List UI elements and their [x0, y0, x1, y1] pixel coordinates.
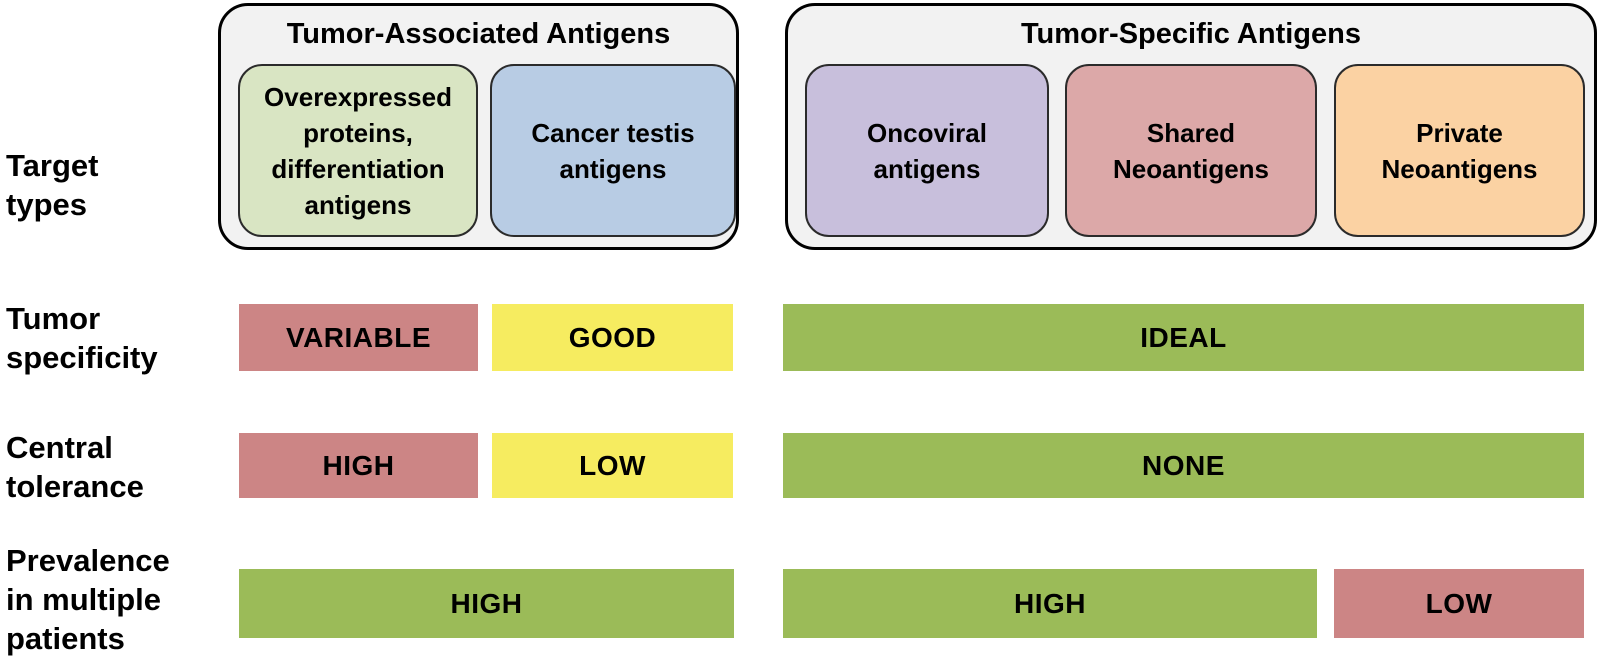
- bar-specificity-variable: VARIABLE: [239, 304, 478, 371]
- group-tumor-specific-antigens: Tumor-Specific Antigens Oncoviral antige…: [785, 3, 1597, 250]
- row-label-central-tolerance: Central tolerance: [6, 430, 144, 504]
- bar-prevalence-taa-high: HIGH: [239, 569, 734, 638]
- bar-prevalence-private-low: LOW: [1334, 569, 1584, 638]
- type-box-oncoviral-antigens: Oncoviral antigens: [805, 64, 1049, 237]
- group-title-tumor-associated: Tumor-Associated Antigens: [286, 18, 671, 50]
- type-box-overexpressed-proteins: Overexpressed proteins, differentiation …: [238, 64, 478, 237]
- row-label-tumor-specificity: Tumor specificity: [6, 301, 158, 375]
- bar-tolerance-low: LOW: [492, 433, 733, 498]
- type-box-cancer-testis-antigens: Cancer testis antigens: [490, 64, 736, 237]
- type-box-shared-neoantigens: Shared Neoantigens: [1065, 64, 1317, 237]
- bar-specificity-ideal: IDEAL: [783, 304, 1584, 371]
- bar-tolerance-none: NONE: [783, 433, 1584, 498]
- type-box-private-neoantigens: Private Neoantigens: [1334, 64, 1585, 237]
- bar-tolerance-high: HIGH: [239, 433, 478, 498]
- bar-prevalence-tsa-high: HIGH: [783, 569, 1317, 638]
- row-label-target-types: Target types: [6, 148, 99, 222]
- row-label-prevalence: Prevalence in multiple patients: [6, 543, 170, 656]
- group-title-tumor-specific: Tumor-Specific Antigens: [1021, 18, 1361, 50]
- bar-specificity-good: GOOD: [492, 304, 733, 371]
- group-tumor-associated-antigens: Tumor-Associated Antigens Overexpressed …: [218, 3, 739, 250]
